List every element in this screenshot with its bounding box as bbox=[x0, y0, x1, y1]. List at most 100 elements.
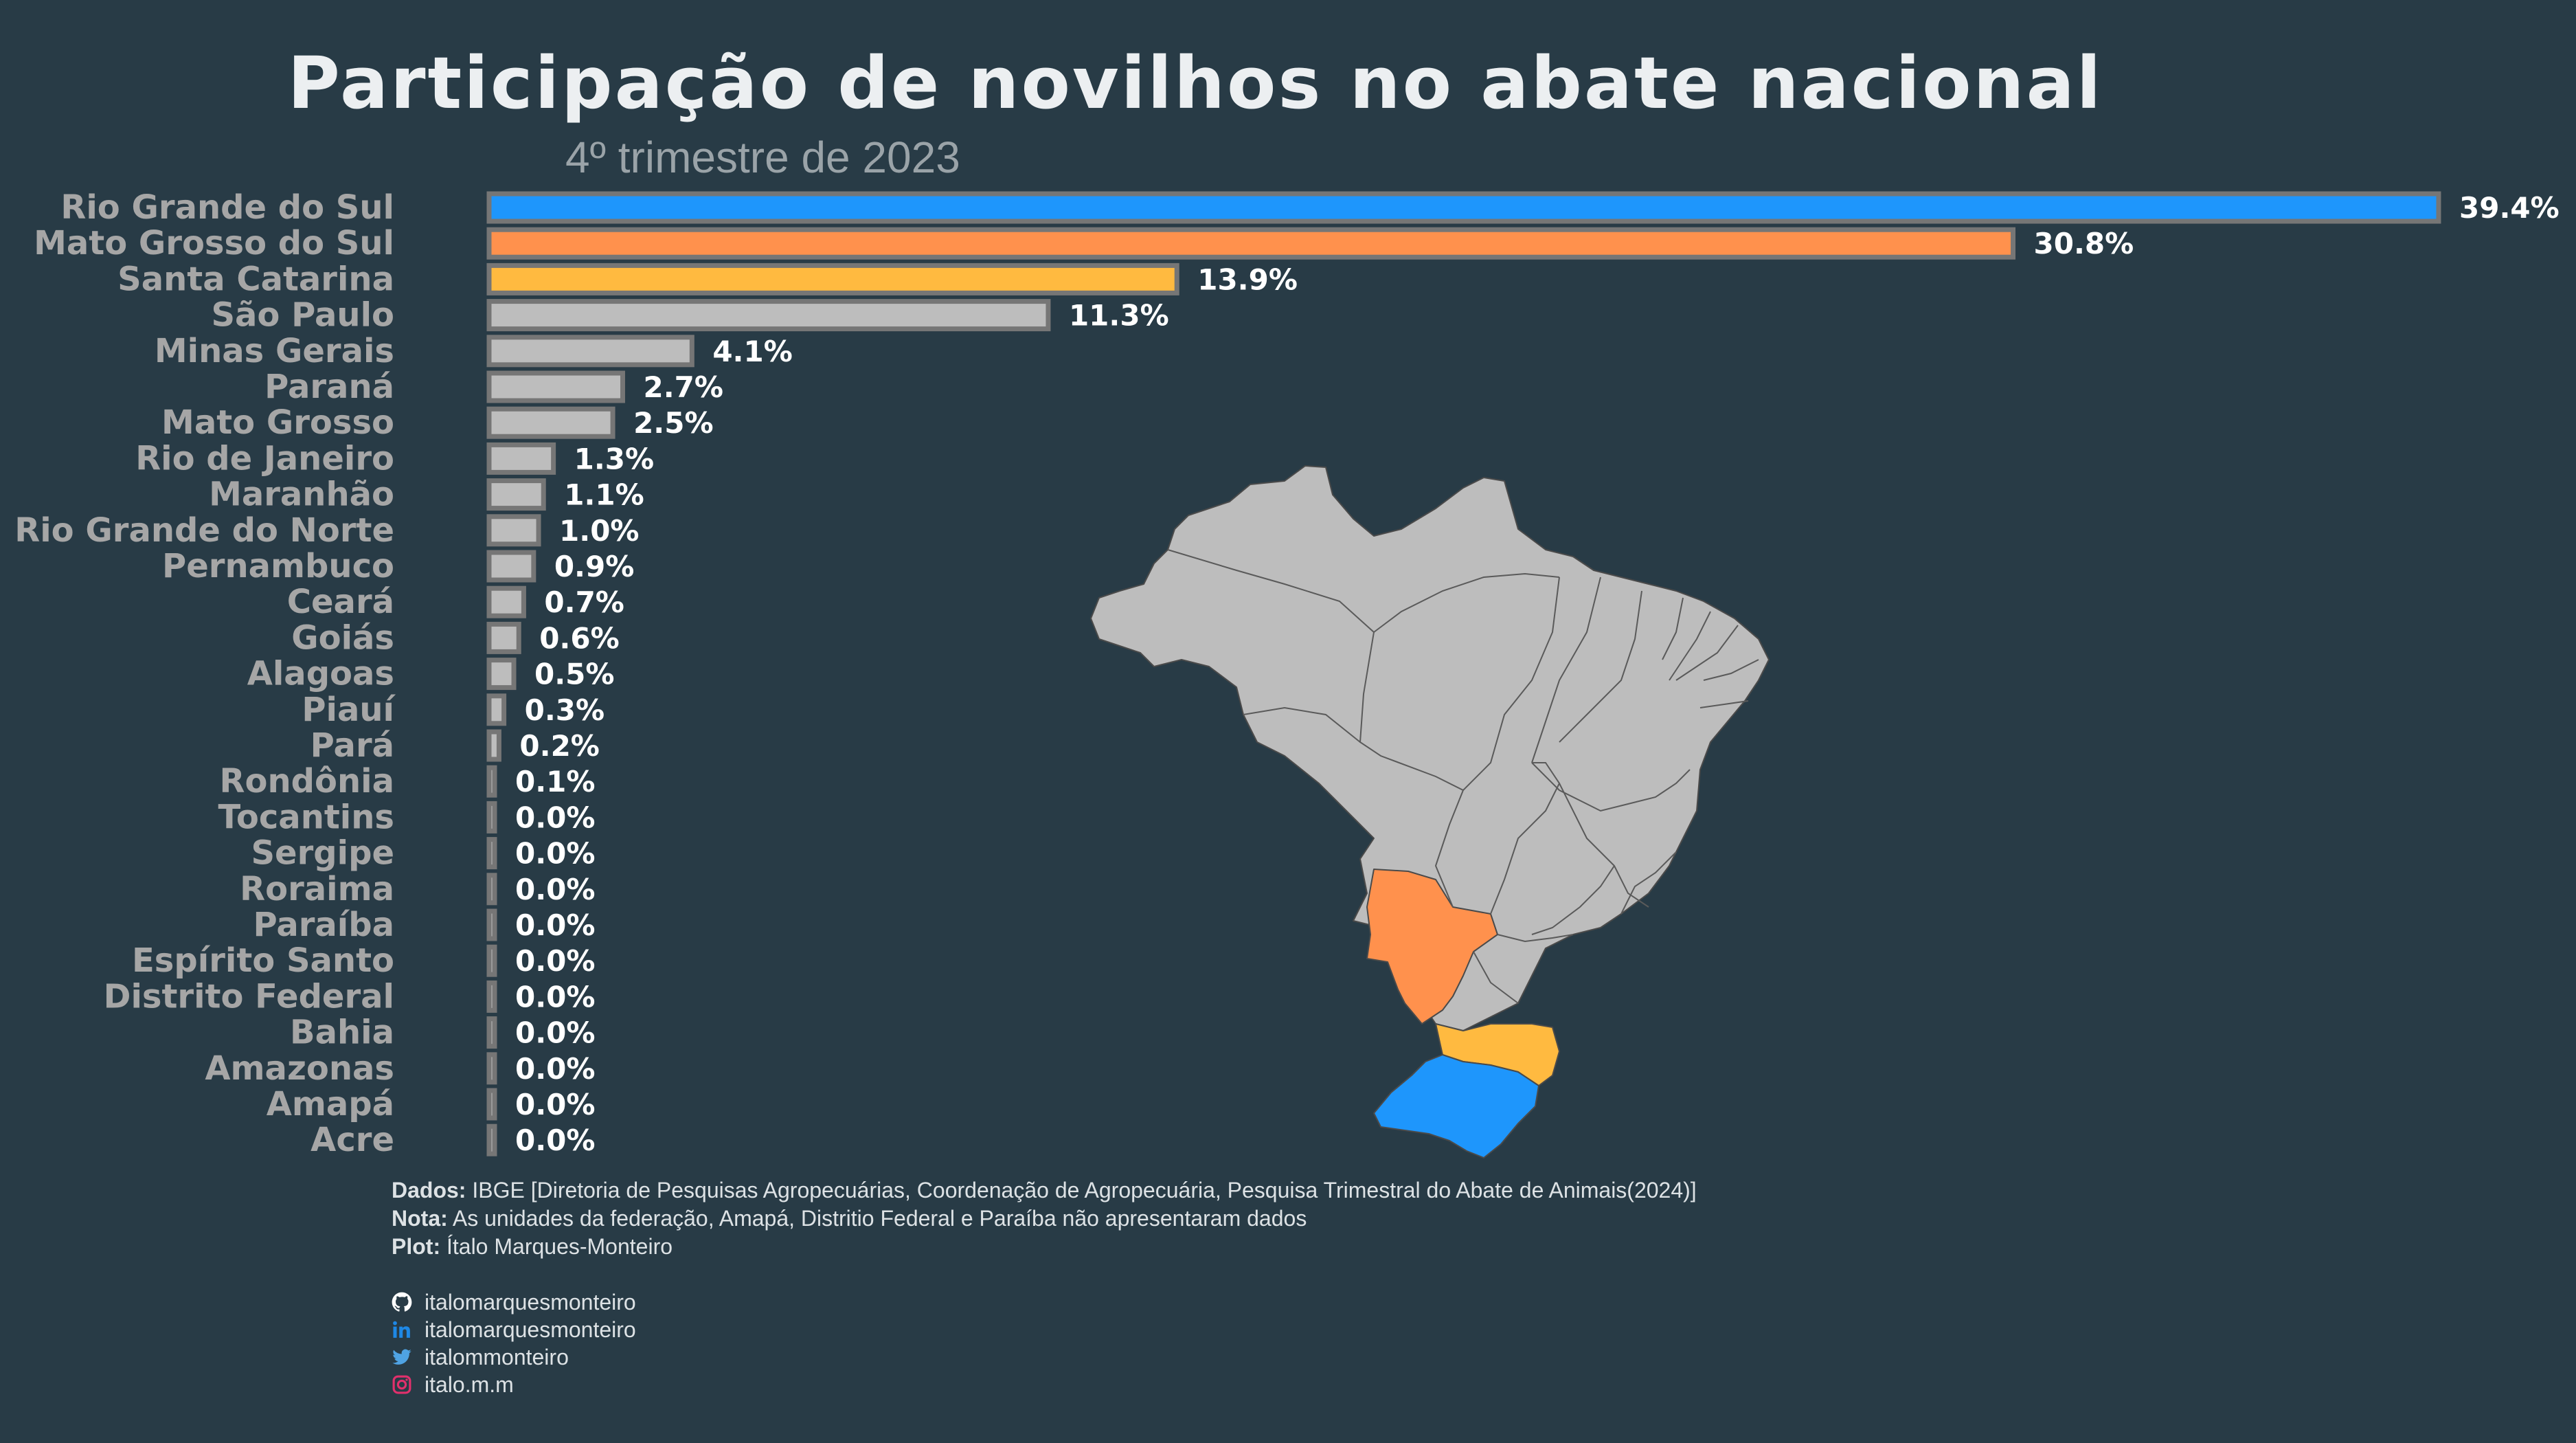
value-label-para: 0.2% bbox=[519, 729, 599, 763]
category-label-amazonas: Amazonas bbox=[205, 1049, 394, 1088]
value-label-pernambuco: 0.9% bbox=[554, 550, 634, 583]
footer-plot-label: Plot: bbox=[392, 1234, 441, 1259]
category-label-sergipe: Sergipe bbox=[251, 834, 394, 873]
category-label-piaui: Piauí bbox=[302, 691, 396, 729]
chart-subtitle: 4º trimestre de 2023 bbox=[565, 133, 960, 182]
value-label-distrito-federal: 0.0% bbox=[515, 980, 595, 1014]
value-label-espirito-santo: 0.0% bbox=[515, 944, 595, 978]
chart-title: Participação de novilhos no abate nacion… bbox=[287, 41, 2103, 125]
social-twitter-handle: italommonteiro bbox=[425, 1345, 569, 1369]
map-internal-borders bbox=[1167, 549, 1759, 1004]
bar-rondonia bbox=[486, 765, 497, 798]
bar-paraiba bbox=[486, 908, 497, 941]
value-label-santa-catarina: 13.9% bbox=[1197, 262, 1298, 296]
value-label-rio-de-janeiro: 1.3% bbox=[574, 442, 654, 476]
value-label-minas-gerais: 4.1% bbox=[712, 335, 792, 368]
category-label-roraima: Roraima bbox=[240, 870, 394, 908]
value-label-paraiba: 0.0% bbox=[515, 908, 595, 942]
bar-alagoas bbox=[486, 658, 517, 691]
bar-mato-grosso-do-sul bbox=[486, 227, 2016, 260]
bar-minas-gerais bbox=[486, 335, 694, 368]
footer-note-text: As unidades da federação, Amapá, Distrit… bbox=[452, 1206, 1307, 1231]
linkedin-icon bbox=[392, 1319, 412, 1340]
social-instagram[interactable]: italo.m.m bbox=[392, 1371, 636, 1398]
value-label-acre: 0.0% bbox=[515, 1123, 595, 1157]
category-label-goias: Goiás bbox=[291, 618, 394, 657]
value-label-piaui: 0.3% bbox=[525, 693, 605, 727]
category-label-rio-grande-do-norte: Rio Grande do Norte bbox=[14, 511, 394, 550]
value-label-roraima: 0.0% bbox=[515, 873, 595, 906]
category-label-ceara: Ceará bbox=[287, 583, 394, 621]
map-rio-grande-do-sul bbox=[1373, 1054, 1539, 1159]
social-github-handle: italomarquesmonteiro bbox=[425, 1290, 636, 1315]
bar-piaui bbox=[486, 693, 507, 726]
bar-rio-grande-do-sul bbox=[486, 191, 2441, 224]
bar-bahia bbox=[486, 1016, 497, 1049]
category-label-rio-de-janeiro: Rio de Janeiro bbox=[135, 439, 394, 478]
category-label-distrito-federal: Distrito Federal bbox=[104, 977, 394, 1016]
footer-plot-line: Plot: Ítalo Marques-Monteiro bbox=[392, 1233, 1697, 1261]
bar-distrito-federal bbox=[486, 980, 497, 1013]
category-label-sao-paulo: São Paulo bbox=[211, 296, 394, 335]
bar-goias bbox=[486, 621, 521, 654]
category-label-pernambuco: Pernambuco bbox=[162, 547, 394, 585]
value-label-mato-grosso-do-sul: 30.8% bbox=[2034, 227, 2134, 260]
value-label-rio-grande-do-sul: 39.4% bbox=[2459, 191, 2560, 225]
bar-roraima bbox=[486, 873, 497, 906]
value-label-alagoas: 0.5% bbox=[534, 658, 614, 691]
bar-rio-grande-do-norte bbox=[486, 514, 541, 547]
social-github[interactable]: italomarquesmonteiro bbox=[392, 1288, 636, 1316]
bar-santa-catarina bbox=[486, 262, 1179, 295]
footer-plot-text: Ítalo Marques-Monteiro bbox=[446, 1234, 673, 1259]
category-label-alagoas: Alagoas bbox=[247, 655, 394, 693]
social-linkedin[interactable]: italomarquesmonteiro bbox=[392, 1316, 636, 1343]
chart-footer: Dados: IBGE [Diretoria de Pesquisas Agro… bbox=[392, 1176, 1697, 1261]
value-label-bahia: 0.0% bbox=[515, 1016, 595, 1050]
value-label-amapa: 0.0% bbox=[515, 1088, 595, 1121]
social-twitter[interactable]: italommonteiro bbox=[392, 1343, 636, 1371]
value-label-sao-paulo: 11.3% bbox=[1069, 299, 1169, 333]
social-linkedin-handle: italomarquesmonteiro bbox=[425, 1317, 636, 1342]
bar-maranhao bbox=[486, 478, 546, 511]
bar-sergipe bbox=[486, 837, 497, 870]
category-label-parana: Paraná bbox=[264, 368, 394, 406]
value-label-amazonas: 0.0% bbox=[515, 1052, 595, 1086]
map-brazil-mainland bbox=[1090, 465, 1770, 1031]
footer-note-label: Nota: bbox=[392, 1206, 448, 1231]
instagram-icon bbox=[392, 1374, 412, 1395]
bar-pernambuco bbox=[486, 550, 536, 583]
bar-parana bbox=[486, 370, 625, 403]
value-label-rio-grande-do-norte: 1.0% bbox=[559, 514, 639, 548]
bar-para bbox=[486, 729, 501, 762]
category-label-minas-gerais: Minas Gerais bbox=[155, 332, 394, 370]
brazil-map bbox=[1090, 465, 1770, 1159]
category-label-bahia: Bahia bbox=[290, 1014, 394, 1052]
bar-acre bbox=[486, 1123, 497, 1156]
value-label-mato-grosso: 2.5% bbox=[633, 406, 713, 440]
category-label-amapa: Amapá bbox=[267, 1085, 394, 1123]
value-label-rondonia: 0.1% bbox=[515, 765, 595, 798]
category-label-maranhao: Maranhão bbox=[209, 476, 394, 514]
social-instagram-handle: italo.m.m bbox=[425, 1372, 514, 1397]
category-label-paraiba: Paraíba bbox=[253, 906, 394, 944]
category-label-mato-grosso-do-sul: Mato Grosso do Sul bbox=[34, 224, 394, 262]
footer-data-label: Dados: bbox=[392, 1178, 466, 1202]
bar-chart: Rio Grande do Sul 39.4% Mato Grosso do Sul… bbox=[14, 188, 2560, 1159]
footer-data-text: IBGE [Diretoria de Pesquisas Agropecuári… bbox=[472, 1178, 1697, 1202]
category-label-espirito-santo: Espírito Santo bbox=[132, 941, 394, 980]
category-label-acre: Acre bbox=[310, 1121, 394, 1159]
category-label-para: Pará bbox=[310, 726, 394, 765]
bar-ceara bbox=[486, 585, 526, 618]
footer-data-line: Dados: IBGE [Diretoria de Pesquisas Agro… bbox=[392, 1176, 1697, 1205]
twitter-icon bbox=[392, 1347, 412, 1367]
value-label-maranhao: 1.1% bbox=[564, 478, 644, 512]
value-label-goias: 0.6% bbox=[539, 621, 619, 655]
value-label-parana: 2.7% bbox=[643, 370, 723, 404]
value-label-ceara: 0.7% bbox=[544, 585, 624, 619]
bar-mato-grosso bbox=[486, 406, 615, 439]
value-label-sergipe: 0.0% bbox=[515, 837, 595, 871]
bar-tocantins bbox=[486, 801, 497, 834]
footer-note-line: Nota: As unidades da federação, Amapá, D… bbox=[392, 1205, 1697, 1233]
github-icon bbox=[392, 1292, 412, 1312]
social-links: italomarquesmonteiro italomarquesmonteir… bbox=[392, 1288, 636, 1398]
